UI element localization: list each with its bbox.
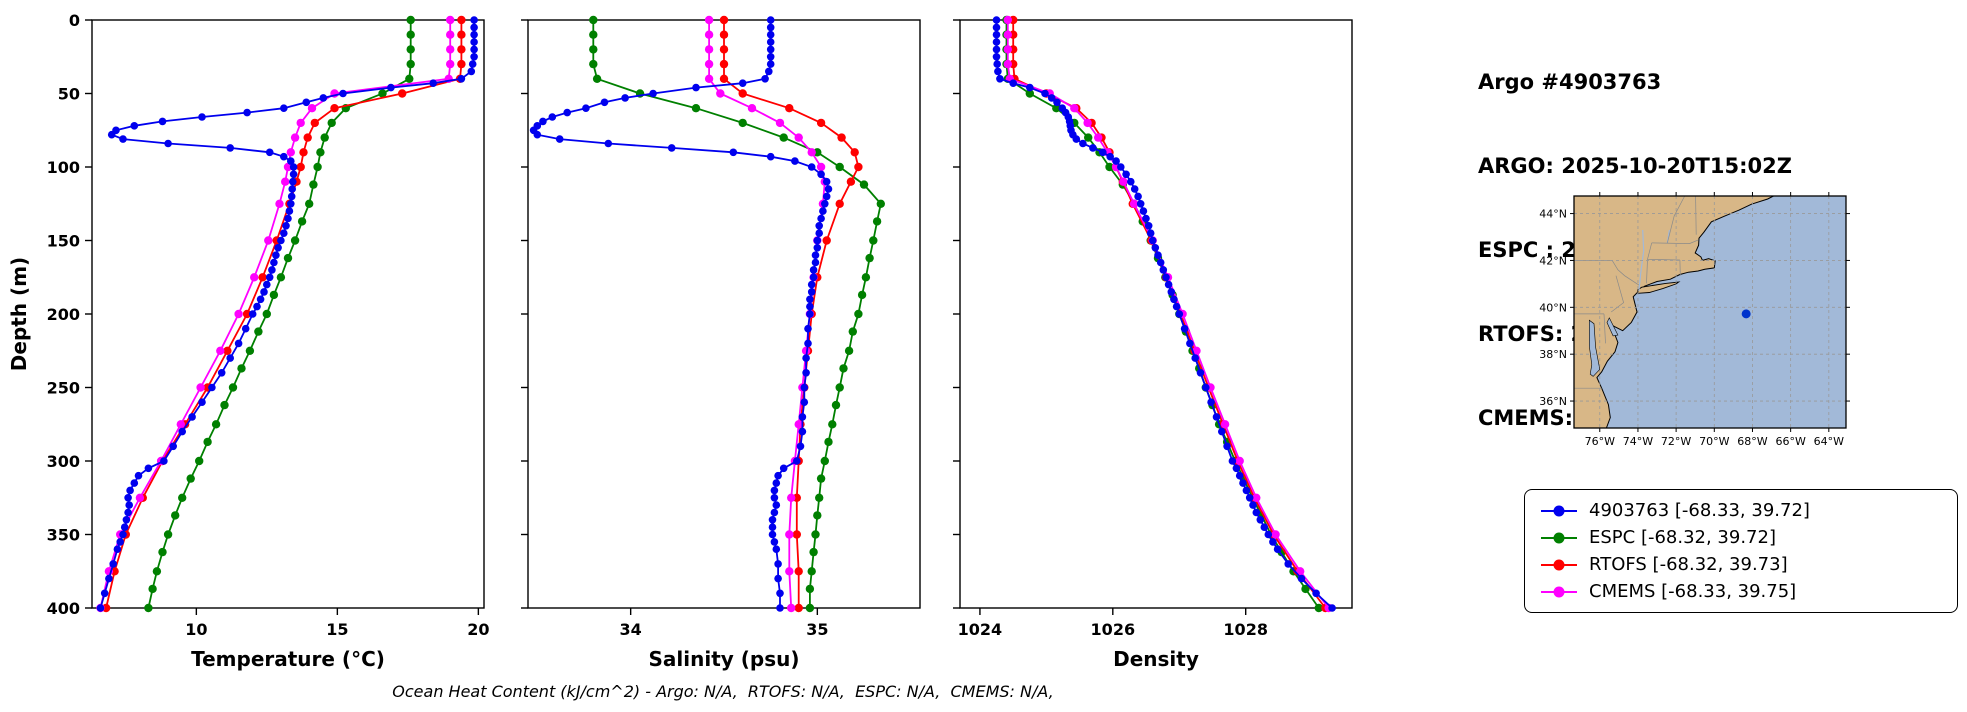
map-lon-label: 72°W (1661, 435, 1691, 448)
map-land (1573, 195, 1774, 429)
map-lon-label: 64°W (1814, 435, 1844, 448)
map-state-border (1695, 195, 1697, 235)
map-bay (1606, 317, 1619, 337)
float-title: Argo #4903763 (1478, 70, 1662, 94)
x-tick-label: 35 (806, 620, 828, 639)
legend-item-argo: 4903763 [-68.33, 39.72] (1541, 500, 1941, 521)
legend-item-rtofs: RTOFS [-68.32, 39.73] (1541, 554, 1941, 575)
depth-tick-label: 200 (47, 305, 80, 324)
depth-tick-label: 300 (47, 452, 80, 471)
density-panel: 1024 1026 1028 Density (953, 15, 1353, 671)
depth-tick-label: 350 (47, 526, 80, 545)
map-bay (1588, 319, 1601, 377)
map-state-border (1647, 258, 1680, 261)
x-tick-label: 15 (326, 620, 348, 639)
series-argo (96, 16, 478, 612)
map-river (1638, 229, 1645, 291)
x-tick-label: 20 (467, 620, 489, 639)
map-lon-label: 66°W (1775, 435, 1805, 448)
legend-label: ESPC [-68.32, 39.72] (1589, 527, 1776, 548)
argo-timestamp: ARGO: 2025-10-20T15:02Z (1478, 154, 1792, 178)
series-espc (1002, 15, 1324, 613)
depth-tick-label: 150 (47, 232, 80, 251)
map-lon-label: 74°W (1623, 435, 1653, 448)
salinity-panel: 34 35 Salinity (psu) (521, 15, 921, 671)
series-argo (529, 16, 833, 612)
espc-marker-icon (1541, 531, 1577, 545)
series-cmems (96, 15, 455, 613)
depth-tick-label: 400 (47, 599, 80, 618)
legend-label: RTOFS [-68.32, 39.73] (1589, 554, 1788, 575)
map-long-island (1637, 281, 1681, 294)
legend-item-espc: ESPC [-68.32, 39.72] (1541, 527, 1941, 548)
map-state-border (1666, 195, 1686, 244)
x-tick-label: 1026 (1091, 620, 1136, 639)
legend: 4903763 [-68.33, 39.72] ESPC [-68.32, 39… (1524, 489, 1958, 613)
temperature-axis-title: Temperature (°C) (191, 647, 385, 671)
map-lat-label: 44°N (1539, 208, 1567, 221)
argo-marker-icon (1541, 504, 1577, 518)
series-argo (992, 16, 1336, 612)
depth-tick-label: 50 (58, 85, 80, 104)
legend-label: CMEMS [-68.33, 39.75] (1589, 581, 1797, 602)
profile-charts: 10 15 20050100150200250300350400Temperatur… (7, 11, 1353, 671)
x-tick-label: 10 (185, 620, 207, 639)
temperature-panel: 10 15 20050100150200250300350400Temperatur… (47, 11, 490, 671)
salinity-axis-title: Salinity (psu) (648, 647, 799, 671)
map-state-border (1610, 275, 1625, 313)
legend-item-cmems: CMEMS [-68.33, 39.75] (1541, 581, 1941, 602)
map-lon-label: 70°W (1699, 435, 1729, 448)
ocean-heat-content-note: Ocean Heat Content (kJ/cm^2) - Argo: N/A… (392, 682, 1054, 701)
cmems-marker-icon (1541, 585, 1577, 599)
map-state-border (1603, 313, 1606, 344)
map-state-border (1611, 260, 1640, 286)
depth-axis-title: Depth (m) (7, 257, 31, 371)
series-espc (144, 15, 415, 613)
map-lon-label: 68°W (1737, 435, 1767, 448)
series-cmems (1003, 15, 1333, 613)
depth-tick-label: 0 (69, 11, 80, 30)
x-tick-label: 1024 (958, 620, 1003, 639)
map-lat-label: 42°N (1539, 254, 1567, 267)
float-position-marker (1741, 309, 1751, 319)
map-state-border (1651, 239, 1699, 244)
map-lat-label: 36°N (1539, 395, 1567, 408)
map-lat-label: 38°N (1539, 348, 1567, 361)
location-map: 76°W 74°W 72°W 70°W 68°W 66°W 64°W 36°N 38°N 40°N… (1539, 192, 1850, 448)
rtofs-marker-icon (1541, 558, 1577, 572)
x-tick-label: 1028 (1223, 620, 1268, 639)
density-axis-title: Density (1113, 647, 1199, 671)
map-lon-label: 76°W (1585, 435, 1615, 448)
depth-tick-label: 250 (47, 379, 80, 398)
legend-label: 4903763 [-68.33, 39.72] (1589, 500, 1810, 521)
depth-tick-label: 100 (47, 158, 80, 177)
series-espc (589, 15, 885, 613)
map-lat-label: 40°N (1539, 301, 1567, 314)
x-tick-label: 34 (620, 620, 642, 639)
series-rtofs (719, 15, 863, 613)
map-state-border (1646, 242, 1653, 284)
